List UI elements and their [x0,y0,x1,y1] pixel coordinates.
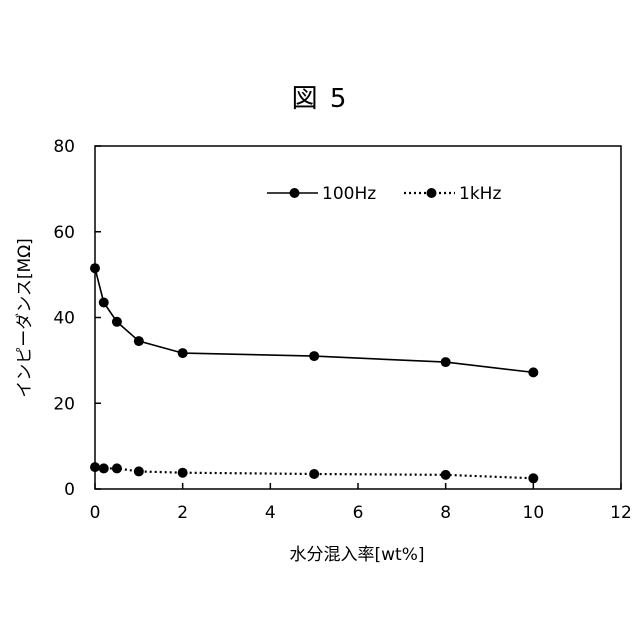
data-point [99,297,109,307]
y-tick-label: 0 [64,480,75,500]
y-axis-label: インピーダンス[MΩ] [15,238,35,398]
x-tick-label: 12 [610,503,632,523]
x-tick-label: 0 [90,503,101,523]
data-point [99,463,109,473]
legend-label: 100Hz [322,184,376,204]
x-tick-label: 4 [265,503,276,523]
legend-label: 1kHz [459,184,501,204]
series-1khz [90,462,538,483]
legend-marker [290,188,300,198]
data-point [134,466,144,476]
data-point [528,367,538,377]
series-100hz [90,263,538,377]
y-tick-label: 60 [53,223,75,243]
x-tick-label: 6 [353,503,364,523]
data-point [178,468,188,478]
legend: 100Hz 1kHz [267,184,501,204]
data-point [441,470,451,480]
legend-item-1khz: 1kHz [404,184,501,204]
series-group [90,263,538,483]
data-point [178,348,188,358]
x-tick-label: 10 [523,503,545,523]
data-point [112,463,122,473]
data-point [441,357,451,367]
data-point [309,351,319,361]
x-axis-label: 水分混入率[wt%] [290,545,425,565]
y-tick-label: 20 [53,394,75,414]
legend-item-100hz: 100Hz [267,184,376,204]
x-tick-label: 8 [440,503,451,523]
data-point [528,473,538,483]
data-point [90,263,100,273]
data-point [134,336,144,346]
data-point [90,462,100,472]
y-tick-label: 40 [53,309,75,329]
x-tick-label: 2 [177,503,188,523]
legend-marker [427,188,437,198]
data-point [309,469,319,479]
data-point [112,317,122,327]
y-tick-label: 80 [53,137,75,157]
